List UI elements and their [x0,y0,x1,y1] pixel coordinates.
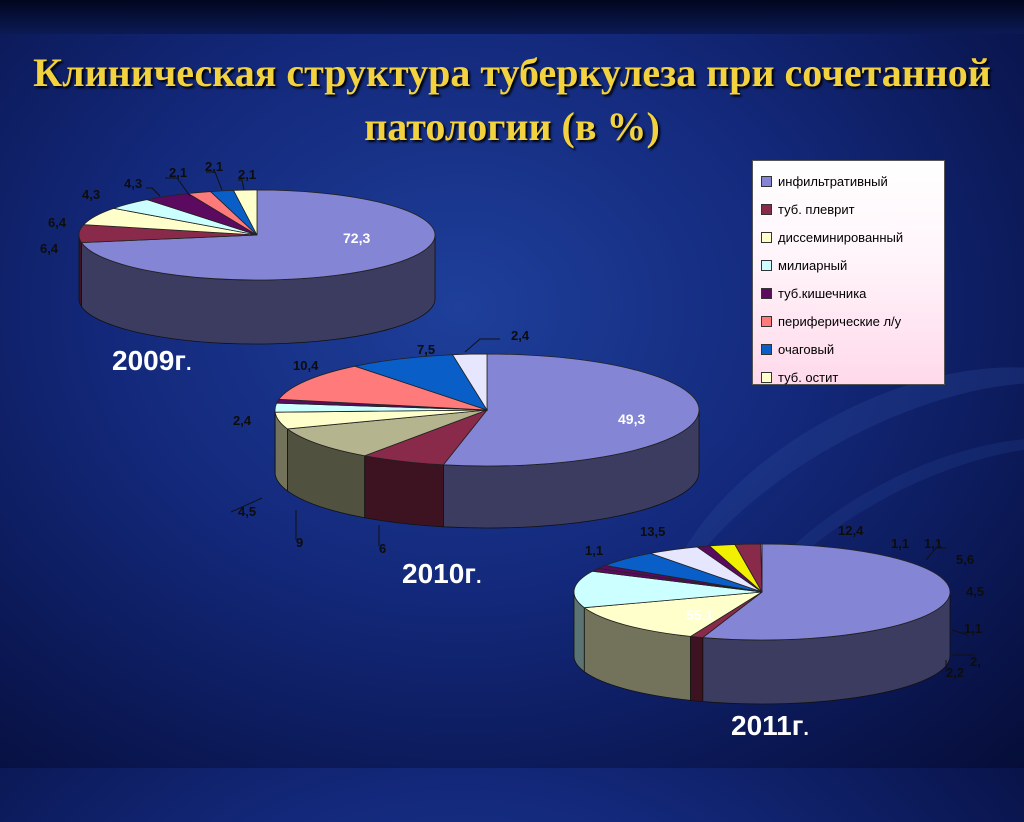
legend-label: милиарный [778,258,847,273]
legend-label: инфильтративный [778,174,888,189]
pie-value-label: 4,5 [238,504,256,519]
legend-label: туб. плеврит [778,202,855,217]
legend-swatch [761,316,772,327]
pie-value-label: 1,1 [964,621,982,636]
pie-value-label: 4,5 [966,584,984,599]
legend-swatch [761,288,772,299]
legend-item: милиарный [761,251,944,279]
legend-label: туб.кишечника [778,286,866,301]
pie-value-label: 2, [970,654,981,669]
legend-item: туб.кишечника [761,279,944,307]
legend-item: туб. плеврит [761,195,944,223]
pie-chart-2010г.: 49,3 6 9 4,5 2,4 10,4 7,5 2,4 [233,328,699,556]
pie-value-label: 13,5 [640,524,665,539]
legend-item: очаговый [761,335,944,363]
legend-swatch [761,344,772,355]
year-caption: 2011г. [731,710,809,741]
pie-value-label: 7,5 [417,342,435,357]
year-text: 2010г [402,558,476,589]
pie-value-label: 2,4 [233,413,252,428]
year-dot: . [803,718,809,740]
legend-swatch [761,204,772,215]
pie-value-label: 10,4 [293,358,319,373]
pie-value-label: 1,1 [585,543,603,558]
legend-label: диссеминированный [778,230,903,245]
legend-item: периферические л/у [761,307,944,335]
pie-value-label: 12,4 [838,523,864,538]
pie-value-label: 72,3 [343,230,370,246]
year-dot: . [186,353,192,375]
pie-side-wall [691,636,703,701]
year-caption: 2009г. [112,345,192,376]
pie-value-label: 6,4 [48,215,67,230]
leader-line [146,188,160,196]
pie-value-label: 4,3 [82,187,100,202]
legend-swatch [761,372,772,383]
pie-chart-2011г.: 55,1 1,1 13,5 12,4 1,1 1,1 5,6 4,5 1,1 2, 2,2 [574,523,984,704]
legend-swatch [761,232,772,243]
legend-label: очаговый [778,342,834,357]
year-text: 2011г [731,710,803,741]
pie-value-label: 6,4 [40,241,59,256]
legend-label: периферические л/у [778,314,901,329]
pie-value-label: 2,2 [946,665,964,680]
legend-item: инфильтративный [761,167,944,195]
pie-value-label: 6 [379,541,386,556]
leader-line [206,172,222,190]
pie-value-label: 1,1 [924,536,942,551]
year-dot: . [476,566,482,588]
pie-value-label: 9 [296,535,303,550]
legend-swatch [761,260,772,271]
pie-side-wall [365,456,444,527]
leader-line [465,339,500,352]
pie-value-label: 4,3 [124,176,142,191]
pie-value-label: 49,3 [618,411,645,427]
year-caption: 2010г. [402,558,482,589]
pie-value-label: 2,4 [511,328,530,343]
pie-value-label: 55,1 [686,607,713,623]
pie-value-label: 5,6 [956,552,974,567]
legend-item: диссеминированный [761,223,944,251]
leader-line [165,178,190,196]
year-text: 2009г [112,345,186,376]
legend-swatch [761,176,772,187]
legend-label: туб. остит [778,370,838,385]
legend-item: туб. остит [761,363,944,391]
chart-legend: инфильтративный туб. плеврит диссеминирова… [752,160,945,385]
pie-value-label: 1,1 [891,536,909,551]
